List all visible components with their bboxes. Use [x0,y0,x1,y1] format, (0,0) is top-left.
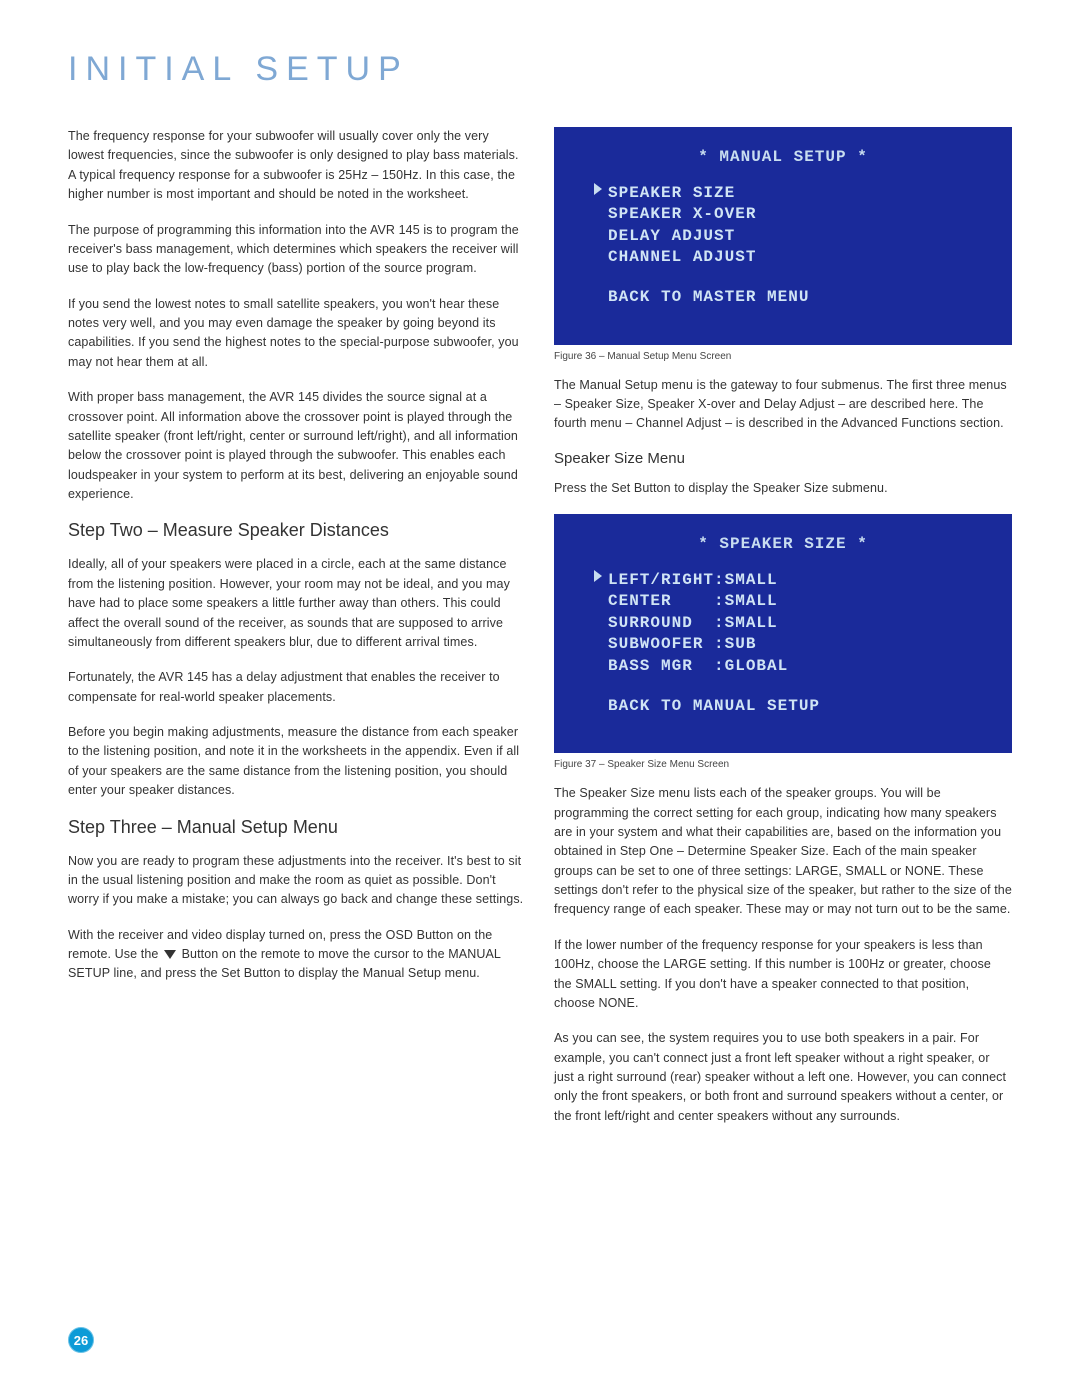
menu-sep: : [714,570,725,592]
paragraph: With the receiver and video display turn… [68,926,526,984]
screen-title: * SPEAKER SIZE * [578,534,988,556]
two-column-layout: The frequency response for your subwoofe… [68,127,1012,1142]
menu-sep: : [714,613,725,635]
menu-value: SMALL [725,591,778,613]
paragraph: Fortunately, the AVR 145 has a delay adj… [68,668,526,707]
menu-item: DELAY ADJUST [594,226,988,248]
menu-item: SPEAKER SIZE [594,183,988,205]
cursor-icon [594,570,602,582]
page-title: INITIAL SETUP [68,50,1012,89]
page-number-badge: 26 [68,1327,94,1353]
menu-sep: : [714,634,725,656]
paragraph: Before you begin making adjustments, mea… [68,723,526,801]
screen-menu-items: LEFT/RIGHT:SMALL CENTER :SMALL SURROUND … [578,570,988,678]
menu-value: SMALL [725,570,778,592]
menu-label: SUBWOOFER [608,634,714,656]
left-column: The frequency response for your subwoofe… [68,127,526,1142]
menu-label: DELAY ADJUST [608,226,735,248]
document-page: INITIAL SETUP The frequency response for… [0,0,1080,1182]
paragraph: If you send the lowest notes to small sa… [68,295,526,373]
back-menu-item: BACK TO MANUAL SETUP [578,696,988,718]
paragraph: With proper bass management, the AVR 145… [68,388,526,504]
paragraph: If the lower number of the frequency res… [554,936,1012,1014]
figure-caption: Figure 36 – Manual Setup Menu Screen [554,351,1012,362]
right-column: * MANUAL SETUP * SPEAKER SIZE SPEAKER X-… [554,127,1012,1142]
paragraph: Press the Set Button to display the Spea… [554,479,1012,498]
screen-title: * MANUAL SETUP * [578,147,988,169]
back-menu-item: BACK TO MASTER MENU [578,287,988,309]
menu-label: SURROUND [608,613,714,635]
menu-value: GLOBAL [725,656,789,678]
paragraph: The Manual Setup menu is the gateway to … [554,376,1012,434]
paragraph: The purpose of programming this informat… [68,221,526,279]
paragraph: Ideally, all of your speakers were place… [68,555,526,652]
menu-item: SURROUND :SMALL [594,613,988,635]
paragraph: Now you are ready to program these adjus… [68,852,526,910]
paragraph: The frequency response for your subwoofe… [68,127,526,205]
menu-sep: : [714,591,725,613]
speaker-size-heading: Speaker Size Menu [554,450,1012,467]
cursor-icon [594,183,602,195]
menu-value: SUB [725,634,757,656]
menu-sep: : [714,656,725,678]
menu-label: SPEAKER X-OVER [608,204,756,226]
menu-item: LEFT/RIGHT:SMALL [594,570,988,592]
menu-item: BASS MGR :GLOBAL [594,656,988,678]
speaker-size-screen: * SPEAKER SIZE * LEFT/RIGHT:SMALL CENTER… [554,514,1012,753]
menu-value: SMALL [725,613,778,635]
menu-item: CHANNEL ADJUST [594,247,988,269]
figure-caption: Figure 37 – Speaker Size Menu Screen [554,759,1012,770]
menu-label: LEFT/RIGHT [608,570,714,592]
down-arrow-icon [164,950,176,959]
manual-setup-screen: * MANUAL SETUP * SPEAKER SIZE SPEAKER X-… [554,127,1012,345]
menu-item: SUBWOOFER :SUB [594,634,988,656]
menu-item: CENTER :SMALL [594,591,988,613]
paragraph: As you can see, the system requires you … [554,1029,1012,1126]
screen-menu-items: SPEAKER SIZE SPEAKER X-OVER DELAY ADJUST… [578,183,988,269]
menu-label: CENTER [608,591,714,613]
menu-label: CHANNEL ADJUST [608,247,756,269]
menu-label: SPEAKER SIZE [608,183,735,205]
step-three-heading: Step Three – Manual Setup Menu [68,817,526,838]
menu-label: BASS MGR [608,656,714,678]
menu-item: SPEAKER X-OVER [594,204,988,226]
paragraph: The Speaker Size menu lists each of the … [554,784,1012,920]
step-two-heading: Step Two – Measure Speaker Distances [68,520,526,541]
